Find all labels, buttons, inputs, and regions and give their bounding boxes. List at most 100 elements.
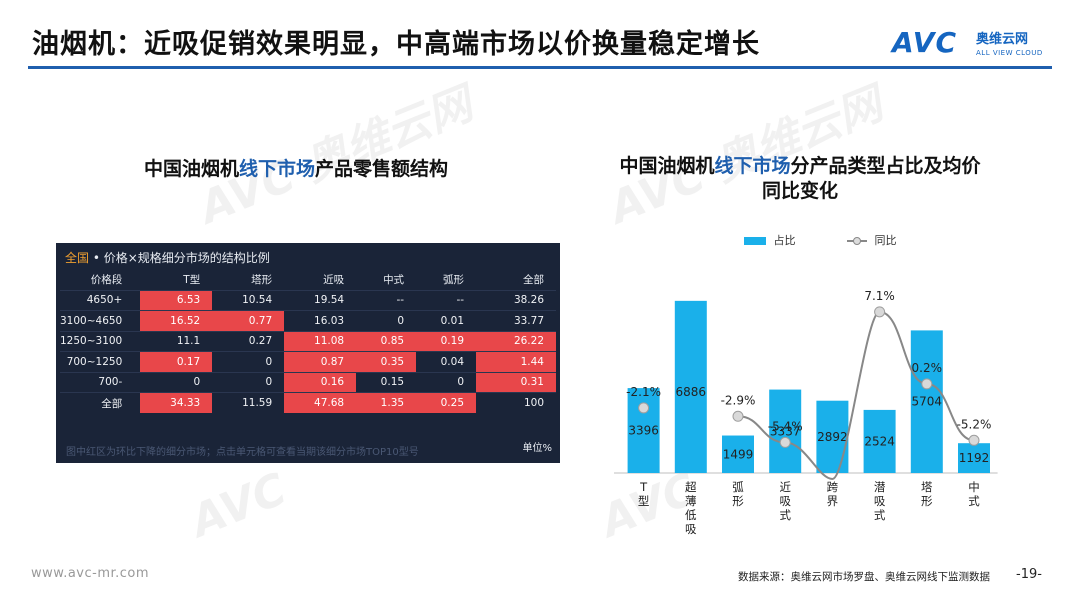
matrix-cell[interactable]: 0.85 <box>356 330 417 352</box>
matrix-row: 全部 34.33 11.59 47.68 1.35 0.25 100 <box>60 392 556 413</box>
matrix-cell[interactable]: 0.25 <box>416 392 477 413</box>
matrix-cell[interactable]: 0.01 <box>416 310 477 331</box>
matrix-row-label: 700- <box>60 371 141 393</box>
bar-value-label: 1192 <box>959 451 990 465</box>
chart-legend-line: 同比 <box>846 232 897 248</box>
matrix-cell[interactable]: 11.1 <box>140 330 213 352</box>
matrix-cell[interactable]: 0 <box>356 310 417 331</box>
category-label: 式 <box>779 508 791 522</box>
category-label: 界 <box>827 494 839 508</box>
bar <box>674 300 707 473</box>
matrix-cell[interactable]: 16.03 <box>284 310 357 331</box>
yoy-label: 7.1% <box>864 289 895 303</box>
bar-value-label: 5704 <box>912 395 943 409</box>
yoy-point <box>874 306 886 318</box>
yoy-label: -5.2% <box>957 417 992 431</box>
matrix-cell[interactable]: 33.77 <box>476 310 556 331</box>
matrix-row: 1250~3100 11.1 0.27 11.08 0.85 0.19 26.22 <box>60 330 556 352</box>
matrix-cell[interactable]: 19.54 <box>284 289 357 311</box>
watermark: AVC 奥维云网 <box>602 78 890 234</box>
yoy-label: -5.4% <box>768 419 803 433</box>
legend-bar-swatch <box>744 237 766 245</box>
category-label: 形 <box>921 494 933 508</box>
matrix-cell[interactable]: 1.35 <box>356 392 417 413</box>
right-chart-title: 中国油烟机线下市场分产品类型占比及均价 同比变化 <box>619 155 981 202</box>
matrix-row-label: 1250~3100 <box>60 330 141 352</box>
page-title: 油烟机：近吸促销效果明显，中高端市场以价换量稳定增长 <box>32 29 760 60</box>
matrix-row-label: 700~1250 <box>60 351 141 372</box>
matrix-cell[interactable]: 47.68 <box>284 392 357 413</box>
matrix-cell[interactable]: 16.52 <box>140 310 213 331</box>
matrix-col-header: 近吸 <box>323 274 345 287</box>
bar <box>722 435 754 473</box>
bar-value-label: 3337 <box>770 424 801 438</box>
matrix-cell[interactable]: 0.77 <box>212 310 285 331</box>
matrix-cell[interactable]: 34.33 <box>140 392 213 413</box>
yoy-point <box>638 402 650 414</box>
matrix-cell[interactable]: 0.87 <box>284 351 357 372</box>
category-label: 塔 <box>921 480 933 494</box>
legend-line-swatch <box>847 237 867 245</box>
bar <box>863 409 896 473</box>
watermark: AVC 奥维云网 <box>192 78 480 234</box>
watermark: AVC <box>183 463 294 548</box>
legend-bar-label: 占比 <box>773 234 796 247</box>
bar <box>769 389 802 473</box>
category-label: 形 <box>732 494 744 508</box>
yoy-point <box>779 436 791 448</box>
matrix-cell[interactable]: 0.19 <box>416 330 477 352</box>
matrix-cell[interactable]: 0.35 <box>356 351 417 372</box>
category-label: 吸 <box>779 494 791 508</box>
logo-mark: AVC <box>892 26 957 59</box>
matrix-cell[interactable]: 0.31 <box>476 371 556 393</box>
matrix-row-label: 3100~4650 <box>60 310 141 331</box>
bar-value-label: 3396 <box>628 424 659 438</box>
bar <box>958 443 990 473</box>
matrix-row: 700~1250 0.17 0 0.87 0.35 0.04 1.44 <box>60 351 556 372</box>
matrix-col-header: 价格段 <box>90 274 123 287</box>
bar-value-label: 1499 <box>723 447 754 461</box>
brand-logo: AVC 奥维云网 ALL VIEW CLOUD <box>892 26 1052 62</box>
matrix-cell[interactable]: 26.22 <box>476 330 556 352</box>
category-label: 型 <box>638 494 650 508</box>
matrix-cell[interactable]: 0 <box>140 371 213 393</box>
chart-legend: 占比 <box>744 232 796 248</box>
matrix-row: 700- 0 0 0.16 0.15 0 0.31 <box>60 371 556 393</box>
matrix-cell[interactable]: 6.53 <box>140 289 213 311</box>
matrix-cell[interactable]: 0 <box>212 371 285 393</box>
matrix-cell[interactable]: 11.08 <box>284 330 357 352</box>
matrix-cell[interactable]: -- <box>416 289 477 311</box>
category-label: 式 <box>874 508 886 522</box>
website-url: www.avc-mr.com <box>31 566 150 581</box>
yoy-label: 0.2% <box>912 361 943 375</box>
matrix-cell[interactable]: 0.27 <box>212 330 285 352</box>
matrix-cell[interactable]: 38.26 <box>476 289 556 311</box>
title-divider <box>28 66 1052 69</box>
matrix-cell[interactable]: 0.04 <box>416 351 477 372</box>
matrix-cell[interactable]: 0.16 <box>284 371 357 393</box>
matrix-cell[interactable]: 11.59 <box>212 392 285 413</box>
bar-value-label: 6886 <box>676 385 707 399</box>
matrix-col-header: 全部 <box>523 274 544 287</box>
matrix-cell[interactable]: 0.15 <box>356 371 417 393</box>
bar <box>627 388 660 473</box>
yoy-label: -2.1% <box>626 385 661 399</box>
matrix-cell[interactable]: 10.54 <box>212 289 285 311</box>
matrix-cell[interactable]: 1.44 <box>476 351 556 372</box>
matrix-table: 价格段 T型 塔形 近吸 中式 弧形 全部 4650+ 6.53 10.54 19.54 -- -- 3… <box>60 270 556 413</box>
yoy-point <box>921 378 933 390</box>
matrix-cell[interactable]: -- <box>356 289 417 311</box>
legend-line-label: 同比 <box>874 234 897 247</box>
category-label: 跨 <box>827 480 839 494</box>
matrix-cell[interactable]: 100 <box>476 392 556 413</box>
matrix-cell[interactable]: 0 <box>212 351 285 372</box>
matrix-cell[interactable]: 0.17 <box>140 351 213 372</box>
category-label: 超 <box>685 480 697 494</box>
matrix-col-header: 塔形 <box>251 274 273 287</box>
category-label: 式 <box>968 494 980 508</box>
matrix-cell[interactable]: 0 <box>416 371 477 393</box>
page-number: -19- <box>1016 567 1042 582</box>
scope-selector[interactable]: 全国 <box>65 251 90 265</box>
logo-cn: 奥维云网 <box>976 32 1029 47</box>
data-source: 数据来源：奥维云网市场罗盘、奥维云网线下监测数据 <box>738 571 990 583</box>
